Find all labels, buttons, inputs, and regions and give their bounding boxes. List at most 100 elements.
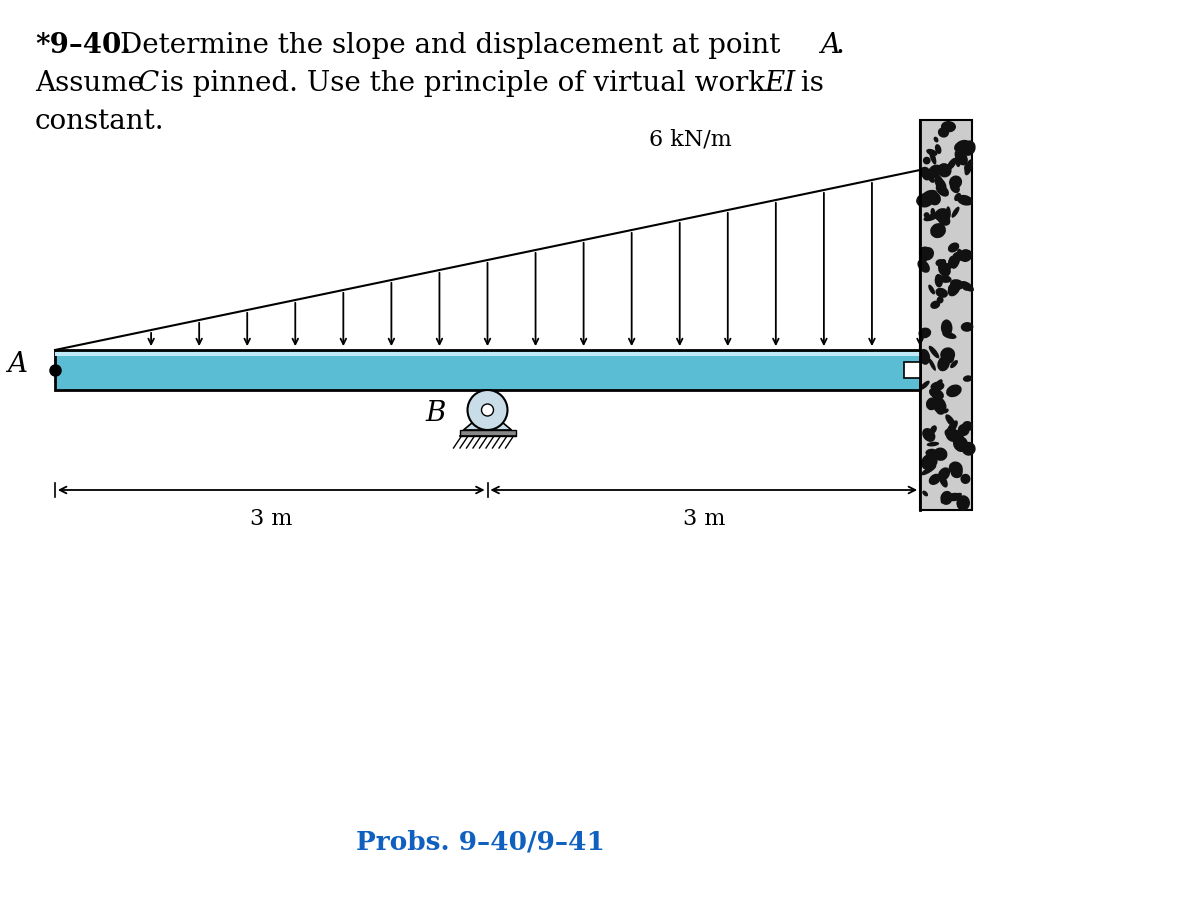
Bar (904, 362, 920, 378)
Ellipse shape (954, 140, 970, 152)
Ellipse shape (961, 322, 973, 332)
Ellipse shape (920, 252, 928, 263)
Text: A: A (820, 32, 840, 59)
Text: Probs. 9–40/9–41: Probs. 9–40/9–41 (355, 830, 605, 855)
Ellipse shape (946, 414, 955, 427)
Ellipse shape (941, 490, 953, 505)
Ellipse shape (918, 259, 930, 273)
Ellipse shape (946, 384, 961, 397)
Ellipse shape (958, 195, 973, 206)
Ellipse shape (923, 157, 931, 165)
Text: A: A (7, 351, 28, 379)
Ellipse shape (934, 136, 938, 143)
Ellipse shape (935, 208, 949, 221)
Ellipse shape (929, 165, 942, 177)
Ellipse shape (940, 358, 948, 369)
Ellipse shape (962, 421, 973, 431)
Ellipse shape (950, 182, 960, 193)
Ellipse shape (919, 247, 931, 259)
Ellipse shape (931, 172, 943, 183)
Ellipse shape (953, 492, 962, 498)
Ellipse shape (935, 177, 947, 190)
Polygon shape (55, 350, 920, 390)
Ellipse shape (948, 284, 958, 293)
Ellipse shape (952, 465, 962, 475)
Ellipse shape (947, 157, 956, 170)
Ellipse shape (936, 184, 949, 197)
Ellipse shape (958, 424, 970, 436)
Ellipse shape (930, 425, 937, 434)
Ellipse shape (962, 140, 976, 156)
Ellipse shape (938, 275, 952, 283)
Ellipse shape (962, 284, 971, 291)
Ellipse shape (948, 280, 961, 297)
Ellipse shape (958, 152, 965, 159)
Ellipse shape (925, 449, 938, 457)
Ellipse shape (930, 223, 946, 238)
Ellipse shape (934, 402, 944, 412)
Ellipse shape (920, 454, 937, 470)
Ellipse shape (955, 429, 964, 441)
Ellipse shape (930, 381, 944, 391)
Ellipse shape (919, 349, 930, 365)
Polygon shape (55, 352, 920, 356)
Text: constant.: constant. (35, 108, 164, 135)
Ellipse shape (926, 441, 940, 447)
Ellipse shape (922, 428, 936, 442)
Ellipse shape (938, 359, 948, 364)
Circle shape (481, 404, 493, 416)
Ellipse shape (961, 281, 974, 292)
Ellipse shape (946, 207, 950, 219)
Ellipse shape (920, 247, 934, 260)
Ellipse shape (950, 360, 958, 369)
Ellipse shape (955, 152, 961, 167)
Text: 3 m: 3 m (250, 508, 293, 530)
Ellipse shape (944, 429, 959, 440)
Ellipse shape (929, 346, 940, 359)
Ellipse shape (949, 461, 962, 475)
Ellipse shape (929, 388, 944, 399)
Ellipse shape (924, 212, 930, 217)
Ellipse shape (935, 396, 947, 411)
Ellipse shape (937, 297, 943, 303)
Text: Assume: Assume (35, 70, 152, 97)
Ellipse shape (956, 495, 970, 511)
Ellipse shape (932, 396, 942, 403)
Ellipse shape (946, 420, 958, 435)
Ellipse shape (947, 492, 961, 501)
Ellipse shape (942, 332, 956, 339)
Ellipse shape (930, 300, 940, 308)
Ellipse shape (936, 259, 946, 267)
Ellipse shape (954, 149, 968, 166)
Ellipse shape (962, 375, 972, 382)
Ellipse shape (929, 474, 941, 485)
Ellipse shape (918, 328, 931, 339)
Ellipse shape (941, 121, 956, 133)
Ellipse shape (941, 319, 953, 337)
Ellipse shape (961, 442, 976, 456)
Text: 6 kN/m: 6 kN/m (649, 128, 731, 150)
Ellipse shape (935, 379, 943, 389)
Text: *9–40.: *9–40. (35, 32, 131, 59)
Ellipse shape (928, 192, 941, 206)
Ellipse shape (928, 173, 935, 183)
Text: Determine the slope and displacement at point: Determine the slope and displacement at … (120, 32, 790, 59)
Ellipse shape (948, 256, 954, 269)
Ellipse shape (948, 242, 959, 252)
Text: C: C (847, 351, 868, 379)
Ellipse shape (943, 409, 949, 413)
Ellipse shape (935, 144, 942, 154)
Ellipse shape (938, 468, 950, 480)
Ellipse shape (949, 176, 962, 188)
Ellipse shape (959, 249, 972, 262)
Ellipse shape (937, 356, 950, 371)
Ellipse shape (941, 495, 949, 503)
Text: C: C (138, 70, 160, 97)
Ellipse shape (950, 468, 962, 478)
Ellipse shape (941, 259, 947, 265)
Text: B: B (425, 400, 445, 427)
Polygon shape (920, 120, 972, 510)
Ellipse shape (924, 214, 938, 221)
Text: is pinned. Use the principle of virtual work.: is pinned. Use the principle of virtual … (152, 70, 784, 97)
Ellipse shape (937, 214, 950, 226)
